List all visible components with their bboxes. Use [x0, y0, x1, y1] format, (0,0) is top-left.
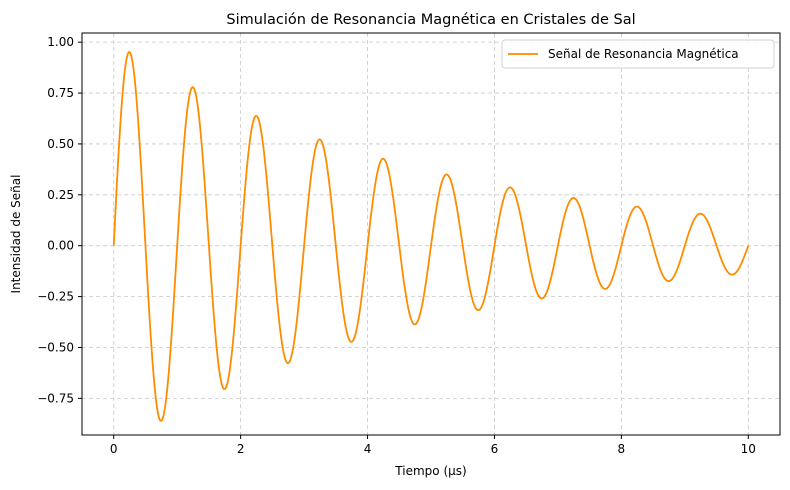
y-tick-label: −0.25: [37, 290, 74, 304]
x-tick-label: 10: [741, 442, 756, 456]
legend-box: [501, 39, 775, 69]
x-tick-label: 6: [491, 442, 499, 456]
x-tick-label: 8: [618, 442, 626, 456]
series-line-senal-resonancia: [112, 51, 750, 422]
plot-frame: [81, 32, 781, 436]
x-tick-label: 4: [364, 442, 372, 456]
axis-ticks: 0 2 4 6 8 10 −0.75 −0.50 −0.25 0.00 0.25 0.50 0.75 1.…: [37, 35, 756, 456]
y-tick-label: 0.75: [47, 86, 74, 100]
y-tick-label: 0.00: [47, 239, 74, 253]
x-tick-label: 2: [237, 442, 245, 456]
x-axis-title: Tiempo (µs): [394, 464, 466, 478]
y-tick-label: 1.00: [47, 35, 74, 49]
legend-label: Señal de Resonancia Magnética: [548, 47, 739, 61]
legend: Señal de Resonancia Magnética: [501, 39, 775, 69]
y-axis-title: Intensidad de Señal: [9, 175, 23, 294]
y-tick-label: 0.25: [47, 188, 74, 202]
y-tick-label: −0.50: [37, 340, 74, 354]
x-tick-label: 0: [110, 442, 118, 456]
series-layer: [112, 51, 750, 422]
chart-title: Simulación de Resonancia Magnética en Cr…: [226, 12, 635, 28]
y-tick-label: 0.50: [47, 137, 74, 151]
y-tick-label: −0.75: [37, 391, 74, 405]
